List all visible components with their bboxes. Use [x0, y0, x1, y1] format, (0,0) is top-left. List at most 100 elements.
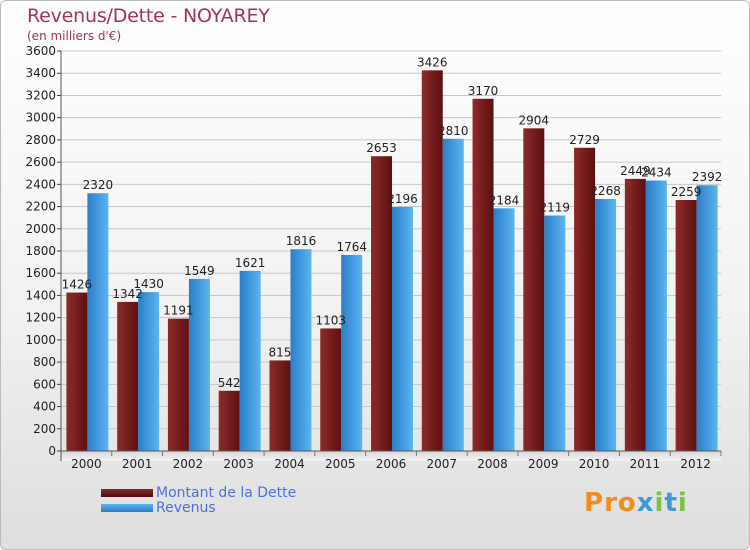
- value-label-dette: 2449: [620, 164, 651, 178]
- bar-dette: [167, 318, 189, 451]
- legend-swatch-debt: [101, 489, 153, 497]
- x-tick-label: 2009: [528, 457, 559, 471]
- x-tick-label: 2002: [173, 457, 204, 471]
- value-label-dette: 542: [218, 376, 241, 390]
- value-label-revenus: 2320: [83, 178, 114, 192]
- value-label-dette: 815: [269, 345, 292, 359]
- x-tick-label: 2006: [376, 457, 407, 471]
- y-tick-label: 400: [33, 400, 56, 414]
- y-tick-label: 2000: [25, 222, 56, 236]
- bar-revenus: [290, 249, 312, 451]
- bar-dette: [574, 147, 596, 451]
- y-tick-label: 200: [33, 422, 56, 436]
- value-label-dette: 2259: [671, 185, 702, 199]
- legend-label-revenus: Revenus: [156, 500, 216, 516]
- bar-revenus: [544, 215, 566, 451]
- bar-dette: [269, 360, 291, 451]
- x-tick-label: 2011: [630, 457, 661, 471]
- logo-letter: P: [584, 488, 605, 518]
- logo-letter: r: [604, 488, 618, 518]
- x-tick-label: 2004: [274, 457, 305, 471]
- value-label-dette: 1426: [62, 278, 93, 292]
- logo-letter: o: [617, 488, 637, 518]
- bar-dette: [218, 390, 240, 451]
- logo-letter: x: [636, 488, 655, 518]
- bar-revenus: [595, 199, 617, 451]
- value-label-revenus: 2119: [540, 201, 571, 215]
- value-label-revenus: 2196: [387, 192, 418, 206]
- bar-dette: [421, 70, 443, 451]
- y-tick-label: 600: [33, 377, 56, 391]
- y-tick-label: 2800: [25, 133, 56, 147]
- legend-swatch-revenus: [101, 504, 153, 512]
- bar-dette: [320, 328, 342, 451]
- bar-dette: [117, 301, 139, 451]
- chart-title: Revenus/Dette - NOYAREY: [27, 5, 270, 27]
- value-label-revenus: 2392: [692, 170, 723, 184]
- y-tick-label: 3600: [25, 44, 56, 58]
- value-label-revenus: 2434: [641, 166, 672, 180]
- bar-revenus: [188, 278, 210, 451]
- x-tick-label: 2012: [680, 457, 711, 471]
- bar-revenus: [138, 292, 160, 451]
- value-label-dette: 1103: [315, 313, 346, 327]
- x-tick-label: 2000: [71, 457, 102, 471]
- bar-revenus: [696, 185, 718, 451]
- value-label-revenus: 2810: [438, 124, 469, 138]
- x-tick-label: 2005: [325, 457, 356, 471]
- x-tick-label: 2001: [122, 457, 153, 471]
- y-tick-label: 0: [48, 444, 56, 458]
- x-tick-label: 2008: [477, 457, 508, 471]
- logo-letter: i: [654, 488, 665, 518]
- y-tick-label: 2400: [25, 177, 56, 191]
- bar-dette: [472, 98, 494, 452]
- value-label-revenus: 1549: [184, 264, 215, 278]
- bar-revenus: [392, 207, 413, 451]
- value-label-revenus: 1430: [133, 277, 164, 291]
- value-label-revenus: 1816: [286, 234, 317, 248]
- y-tick-label: 3000: [25, 111, 56, 125]
- bar-revenus: [87, 193, 109, 451]
- bar-revenus: [442, 138, 464, 451]
- y-tick-label: 1200: [25, 311, 56, 325]
- y-tick-label: 800: [33, 355, 56, 369]
- x-tick-label: 2003: [223, 457, 254, 471]
- bar-dette: [66, 292, 88, 451]
- value-label-dette: 2729: [569, 133, 600, 147]
- x-tick-label: 2010: [579, 457, 610, 471]
- value-label-revenus: 2268: [590, 184, 621, 198]
- value-label-dette: 1191: [163, 304, 194, 318]
- value-label-dette: 2653: [366, 141, 397, 155]
- logo-letter: t: [664, 488, 678, 518]
- bar-revenus: [645, 180, 667, 452]
- y-tick-label: 1000: [25, 333, 56, 347]
- y-tick-label: 1800: [25, 244, 56, 258]
- y-tick-label: 2600: [25, 155, 56, 169]
- bar-dette: [371, 156, 392, 451]
- plot-floor: [61, 451, 721, 461]
- bar-revenus: [239, 270, 261, 451]
- chart-subtitle: (en milliers d'€): [27, 29, 122, 43]
- y-tick-label: 1400: [25, 288, 56, 302]
- bar-dette: [675, 200, 697, 451]
- bar-revenus: [493, 208, 515, 451]
- legend-label-debt: Montant de la Dette: [156, 485, 297, 501]
- value-label-revenus: 1621: [235, 256, 266, 270]
- proxiti-logo: Proxiti: [584, 488, 688, 518]
- x-tick-label: 2007: [426, 457, 457, 471]
- bar-dette: [523, 128, 545, 451]
- bar-revenus: [341, 255, 363, 451]
- y-tick-label: 3200: [25, 88, 56, 102]
- value-label-revenus: 2184: [489, 193, 520, 207]
- value-label-revenus: 1764: [336, 240, 367, 254]
- value-label-dette: 3426: [417, 55, 448, 69]
- value-label-dette: 2904: [519, 113, 550, 127]
- y-tick-label: 1600: [25, 266, 56, 280]
- y-tick-label: 3400: [25, 66, 56, 80]
- value-label-dette: 3170: [468, 84, 499, 98]
- bar-dette: [624, 178, 646, 451]
- logo-letter: i: [677, 488, 688, 518]
- y-tick-label: 2200: [25, 200, 56, 214]
